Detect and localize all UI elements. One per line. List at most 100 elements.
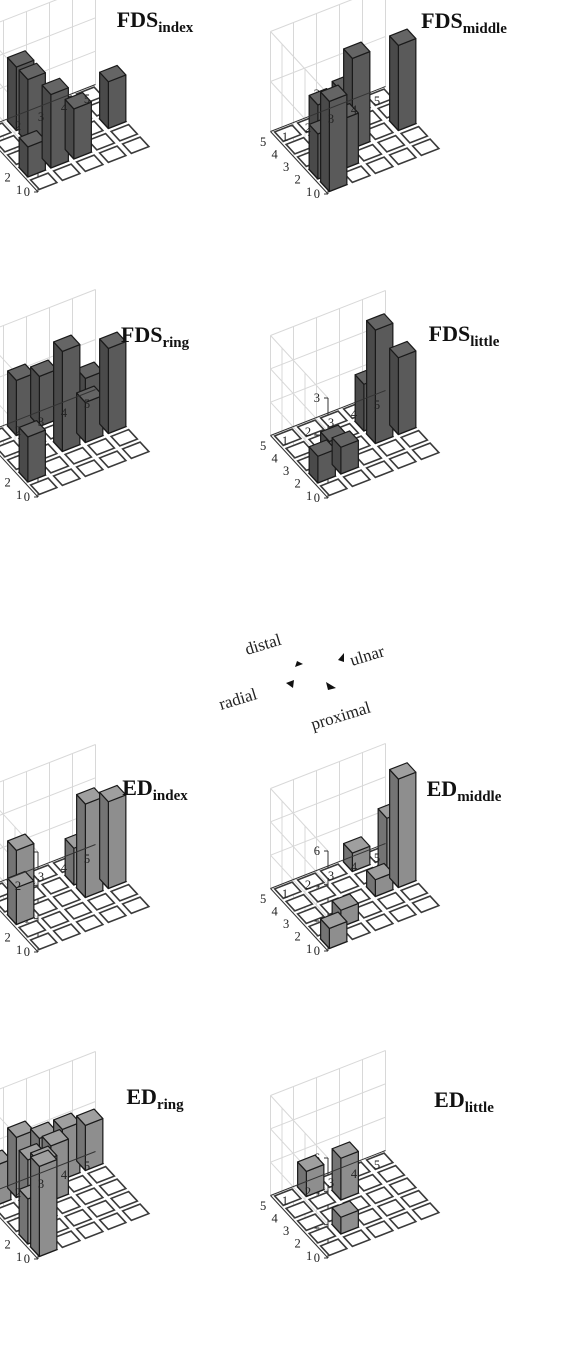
bar-front-face [397, 37, 417, 132]
floor-cell [319, 478, 349, 497]
col-tick-label: 4 [61, 1168, 68, 1182]
bar [41, 77, 69, 169]
row-tick-label: 5 [260, 1199, 266, 1213]
col-tick-label: 4 [351, 103, 358, 117]
floor-cell [98, 145, 128, 164]
bar [18, 419, 46, 483]
floor-cell [365, 122, 395, 141]
floor-cell [388, 147, 418, 166]
floor-cell [63, 1174, 93, 1193]
floor-cell [411, 138, 441, 157]
bars [7, 784, 127, 926]
bar-side-face [389, 35, 399, 132]
bar-top-face [7, 870, 35, 889]
floor-cell [0, 439, 24, 458]
chart-title: FDSlittle [429, 321, 500, 350]
orientation-label-ulnar: ulnar [348, 641, 387, 669]
bar-side-face [41, 84, 52, 169]
row-tick-label: 3 [283, 917, 289, 931]
chart-title-main: FDS [121, 322, 163, 347]
floor-cell [284, 136, 314, 155]
floor-cell [388, 451, 418, 470]
floor-cell [399, 429, 429, 448]
bar-side-face [53, 341, 63, 453]
floor-cell [52, 1230, 82, 1249]
floor-cell [365, 460, 395, 479]
bar-front-face [397, 771, 417, 889]
bar [99, 331, 127, 435]
chart-title: EDmiddle [427, 776, 502, 805]
row-tick-label: 4 [272, 904, 279, 918]
bar [366, 313, 394, 445]
col-tick-label: 4 [351, 860, 358, 874]
floor-cell [411, 1202, 441, 1221]
col-axis: 1 2 3 4 5 [282, 851, 380, 901]
orientation-arrow-proximal [326, 682, 336, 690]
floor-cell [342, 922, 372, 941]
bar-top-face [331, 893, 359, 911]
col-tick-label: 5 [84, 92, 90, 106]
floor-cell [353, 1173, 383, 1192]
row-tick-label: 1 [16, 488, 22, 502]
orientation-arrow-radial [286, 680, 294, 688]
floor-cell [330, 875, 360, 894]
bar-side-face [99, 338, 109, 435]
chart-panel-fds-index: 01231234512345FDSindex [0, 0, 194, 199]
bar [320, 84, 348, 193]
chart-title: EDring [126, 1084, 184, 1113]
z-tick-label: 0 [314, 491, 320, 505]
row-tick-label: 4 [272, 1211, 279, 1225]
floor-cell [63, 901, 93, 920]
bar [30, 359, 58, 428]
floor-cell [273, 881, 303, 900]
row-tick-label: 3 [283, 160, 289, 174]
bar-side-face [389, 768, 399, 889]
floor-cell [75, 1221, 105, 1240]
floor-cell [86, 1199, 116, 1218]
floor-cell [52, 468, 82, 487]
chart-title: FDSmiddle [421, 8, 507, 37]
floor-cell [353, 1207, 383, 1226]
floor-cell [296, 872, 326, 891]
floor-cell [342, 469, 372, 488]
bar-front-face [107, 340, 127, 435]
bar [99, 64, 127, 130]
bar-top-face [99, 784, 127, 803]
floor-cell [353, 447, 383, 466]
bar [308, 439, 336, 484]
bar [389, 762, 417, 889]
floor-cell [296, 419, 326, 438]
floor-cell [29, 932, 59, 951]
bars [320, 762, 417, 950]
floor-cell [388, 1211, 418, 1230]
row-tick-label: 2 [295, 172, 301, 186]
floor-cell [98, 1178, 128, 1197]
floor-cell [0, 122, 13, 138]
bars [297, 1141, 359, 1235]
floor-cell [121, 441, 151, 460]
chart-title-subscript: little [465, 1100, 494, 1116]
bars [308, 28, 417, 193]
floor-cell [284, 893, 314, 912]
floor-cell [52, 923, 82, 942]
floor-cell [109, 883, 139, 902]
row-tick-label: 5 [260, 439, 266, 453]
col-tick-label: 2 [15, 879, 21, 893]
orientation-label-radial: radial [217, 684, 260, 714]
bar-side-face [99, 791, 109, 890]
floor-cell [63, 1208, 93, 1227]
floor-cell [109, 428, 139, 447]
row-axis-line [270, 1195, 329, 1259]
z-tick-label: 0 [314, 187, 320, 201]
orientation-label-proximal: proximal [309, 698, 374, 734]
col-tick-label: 2 [305, 1185, 311, 1199]
chart-panel-fds-ring: 0121234512345FDSring [0, 289, 190, 504]
row-axis-line [270, 131, 329, 195]
row-tick-label: 1 [306, 1249, 312, 1263]
floor-cell [86, 1165, 116, 1184]
chart-title-main: FDS [429, 321, 471, 346]
bar-top-face [366, 313, 394, 331]
